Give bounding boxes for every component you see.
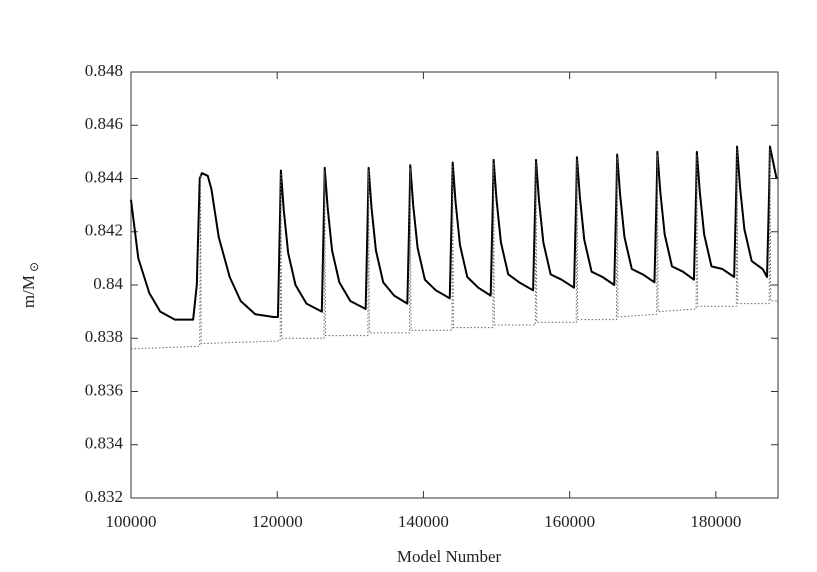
x-axis-label: Model Number: [397, 547, 502, 566]
x-tick-label: 100000: [106, 512, 157, 531]
y-tick-label: 0.844: [85, 167, 124, 186]
plot-frame: [130, 71, 779, 499]
y-axis-label-main: m/M: [19, 275, 38, 308]
y-tick-label: 0.848: [85, 61, 123, 80]
y-axis-label: m/M ⊙: [19, 262, 41, 308]
x-tick-label: 160000: [544, 512, 595, 531]
y-tick-label: 0.832: [85, 487, 123, 506]
y-axis-label-subscript: ⊙: [27, 262, 41, 272]
y-tick-label: 0.838: [85, 327, 123, 346]
x-tick-label: 180000: [690, 512, 741, 531]
data-line: [130, 148, 778, 350]
data-line: [130, 145, 778, 321]
x-tick-label: 120000: [252, 512, 303, 531]
y-tick-label: 0.842: [85, 221, 123, 240]
y-tick-label: 0.836: [85, 380, 123, 399]
x-tick-label: 140000: [398, 512, 449, 531]
y-tick-label: 0.834: [85, 434, 124, 453]
y-tick-label: 0.846: [85, 114, 123, 133]
y-tick-label: 0.84: [93, 274, 123, 293]
